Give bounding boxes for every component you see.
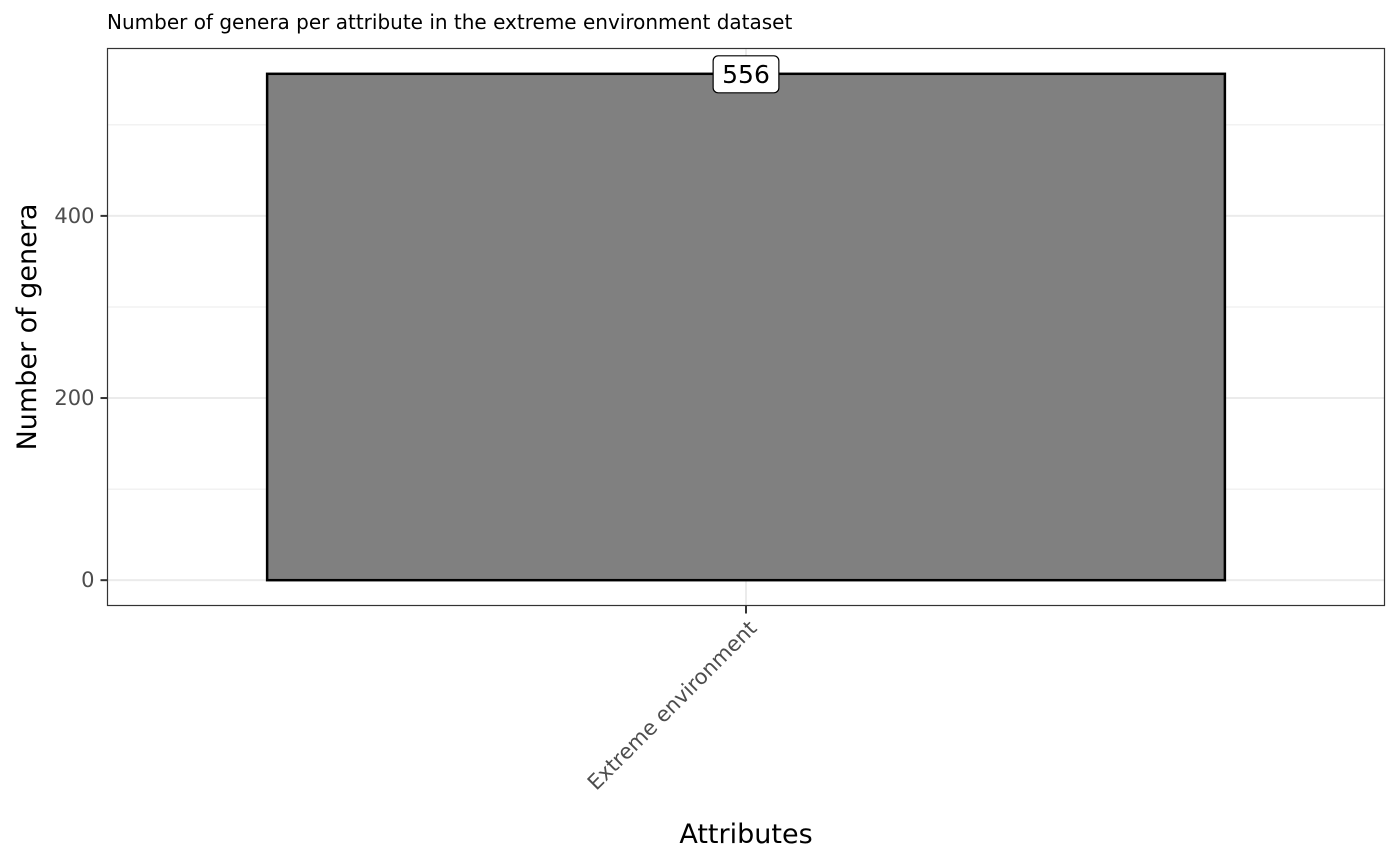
bars	[265, 72, 1227, 582]
x-axis: Extreme environment	[583, 605, 762, 795]
data-label-box	[712, 55, 780, 94]
y-tick-label: 400	[54, 204, 94, 228]
data-labels: 556	[712, 55, 780, 94]
y-tick-label: 0	[81, 568, 94, 592]
y-axis: 0 200 400	[54, 204, 108, 592]
bar	[265, 72, 1227, 582]
chart-subtitle: Number of genera per attribute in the ex…	[107, 10, 792, 34]
data-label: 556	[722, 60, 770, 89]
y-axis-title: Number of genera	[12, 204, 43, 451]
y-tick-label: 200	[54, 386, 94, 410]
x-tick-label: Extreme environment	[583, 616, 762, 795]
x-axis-title: Attributes	[679, 819, 812, 850]
